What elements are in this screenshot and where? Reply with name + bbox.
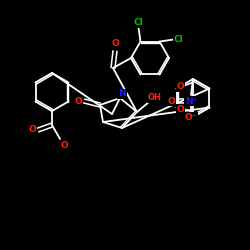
Text: N: N [118,90,126,98]
Text: OH: OH [148,94,162,102]
Text: Cl: Cl [134,18,143,27]
Text: O: O [177,105,184,114]
Text: O: O [74,96,82,106]
Text: O: O [28,126,36,134]
Text: O⁻: O⁻ [185,112,197,122]
Text: O: O [167,96,175,106]
Text: O: O [177,82,184,91]
Text: O: O [111,40,119,48]
Text: N⁺: N⁺ [185,96,197,106]
Text: O: O [60,140,68,149]
Text: Cl: Cl [174,35,184,44]
